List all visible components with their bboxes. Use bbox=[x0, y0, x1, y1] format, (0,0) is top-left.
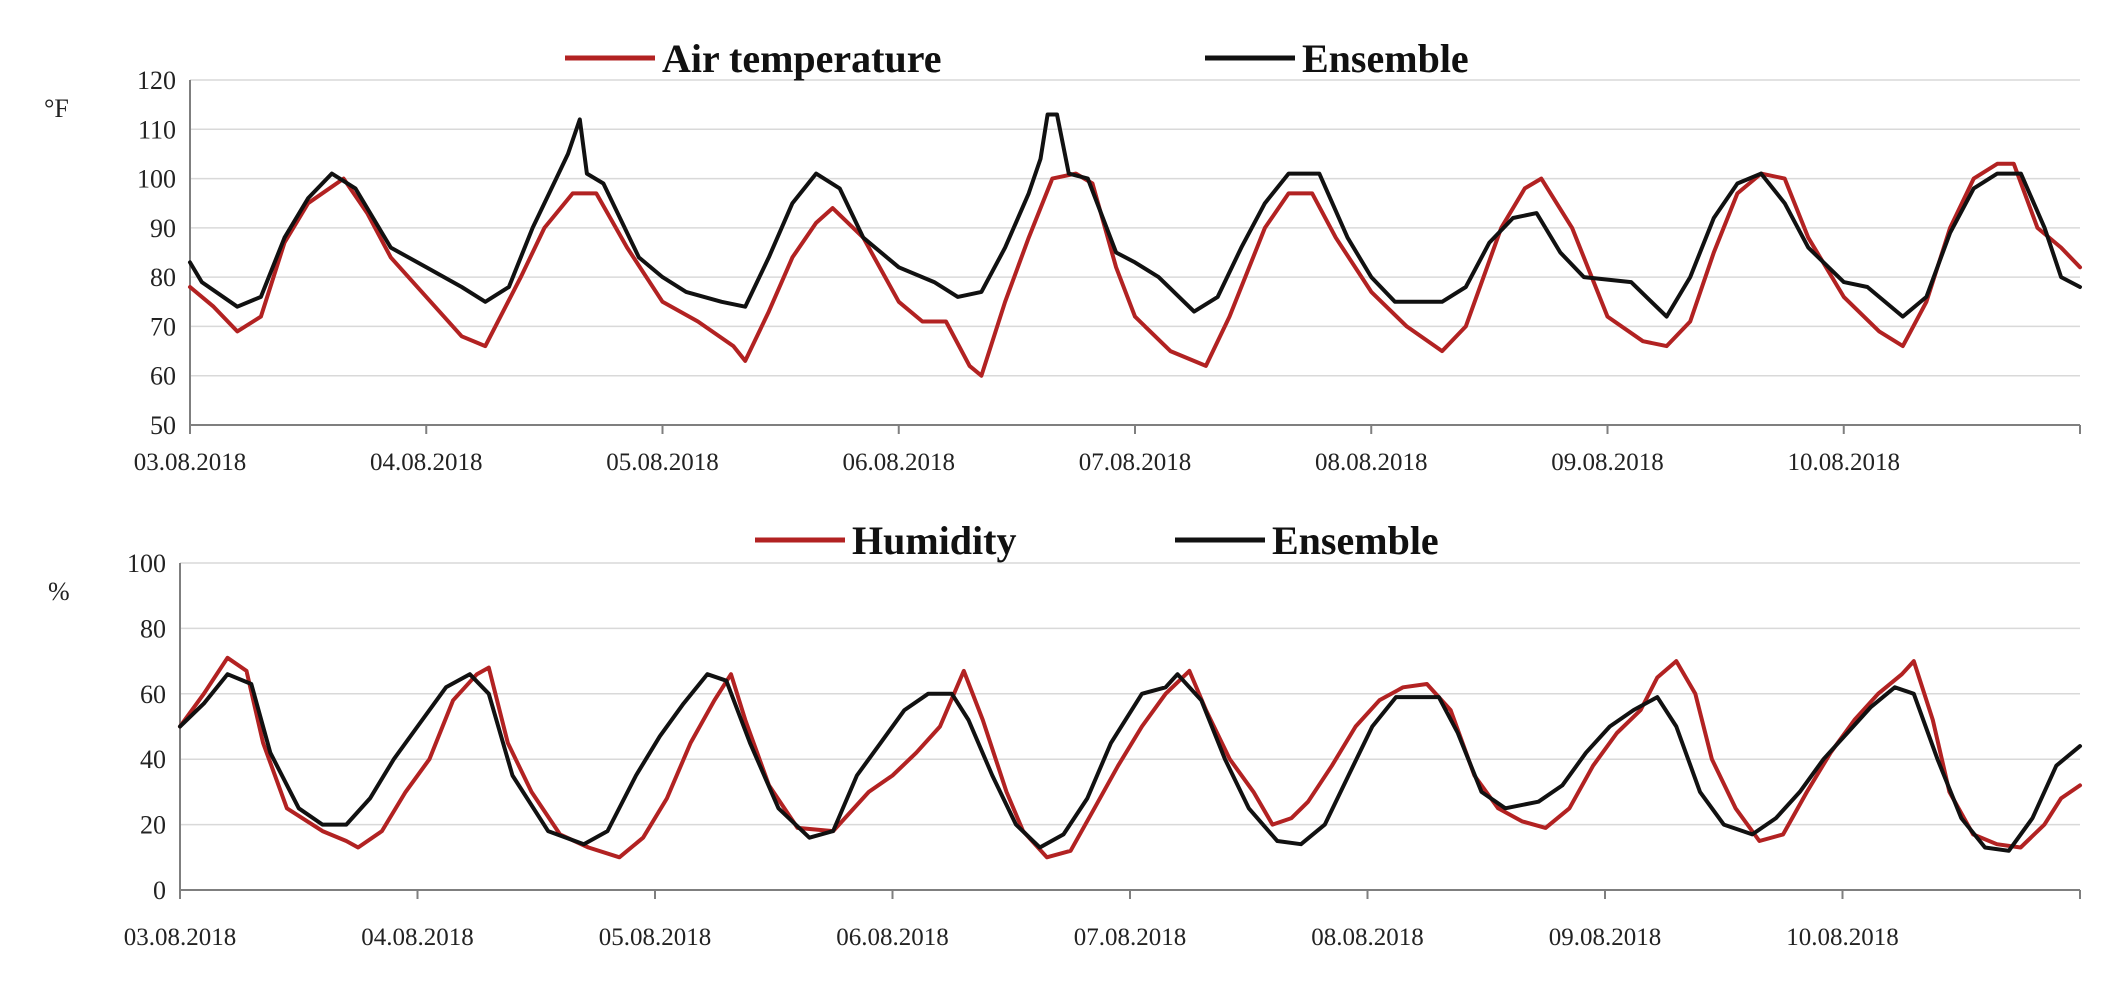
temperature-y-unit: °F bbox=[44, 94, 69, 123]
y-tick-label: 60 bbox=[140, 680, 166, 709]
y-tick-label: 100 bbox=[127, 549, 166, 578]
y-tick-label: 80 bbox=[150, 263, 176, 292]
y-tick-label: 0 bbox=[153, 876, 166, 905]
humidity-y-tick-labels: 0 20 40 60 80 100 bbox=[127, 549, 166, 905]
x-tick-label: 08.08.2018 bbox=[1311, 924, 1424, 951]
x-tick-label: 10.08.2018 bbox=[1786, 924, 1899, 951]
legend-label-air-temperature: Air temperature bbox=[662, 36, 942, 81]
x-tick-label: 04.08.2018 bbox=[370, 449, 483, 476]
series-line-ensemble bbox=[178, 672, 2082, 853]
y-tick-label: 20 bbox=[140, 811, 166, 840]
x-tick-label: 03.08.2018 bbox=[134, 449, 247, 476]
x-tick-label: 07.08.2018 bbox=[1074, 924, 1187, 951]
y-tick-label: 50 bbox=[150, 411, 176, 440]
legend-label-humidity: Humidity bbox=[852, 518, 1016, 563]
series-line-air-temperature bbox=[188, 161, 2082, 378]
x-tick-label: 09.08.2018 bbox=[1551, 449, 1664, 476]
y-tick-label: 60 bbox=[150, 362, 176, 391]
x-tick-label: 09.08.2018 bbox=[1549, 924, 1662, 951]
humidity-x-ticks bbox=[179, 890, 2081, 899]
humidity-series-group bbox=[178, 655, 2082, 860]
x-tick-label: 06.08.2018 bbox=[843, 449, 956, 476]
series-line-humidity bbox=[178, 655, 2082, 860]
x-tick-label: 06.08.2018 bbox=[836, 924, 949, 951]
y-tick-label: 120 bbox=[137, 66, 176, 95]
temperature-legend: Air temperature Ensemble bbox=[565, 36, 1469, 81]
temperature-gridlines bbox=[190, 79, 2080, 377]
y-tick-label: 100 bbox=[137, 165, 176, 194]
y-tick-label: 90 bbox=[150, 214, 176, 243]
y-tick-label: 70 bbox=[150, 312, 176, 341]
x-tick-label: 07.08.2018 bbox=[1079, 449, 1192, 476]
temperature-panel: 50 60 70 80 90 100 110 120 °F 03.08.2018 04.08.2… bbox=[44, 36, 2082, 476]
x-tick-label: 05.08.2018 bbox=[606, 449, 719, 476]
x-tick-label: 08.08.2018 bbox=[1315, 449, 1428, 476]
x-tick-label: 05.08.2018 bbox=[599, 924, 712, 951]
temperature-x-ticks bbox=[189, 425, 2081, 434]
legend-label-ensemble-temp: Ensemble bbox=[1302, 36, 1469, 81]
y-tick-label: 80 bbox=[140, 614, 166, 643]
legend-label-ensemble-humidity: Ensemble bbox=[1272, 518, 1439, 563]
humidity-y-unit: % bbox=[48, 577, 70, 606]
x-tick-label: 04.08.2018 bbox=[361, 924, 474, 951]
humidity-panel: 0 20 40 60 80 100 % 03.08.2018 04.08.2018 05.08… bbox=[48, 518, 2082, 951]
series-line-ensemble bbox=[188, 112, 2082, 319]
y-tick-label: 110 bbox=[138, 115, 176, 144]
humidity-gridlines bbox=[180, 562, 2080, 826]
humidity-x-tick-labels: 03.08.2018 04.08.2018 05.08.2018 06.08.2018… bbox=[124, 924, 1899, 951]
x-tick-label: 10.08.2018 bbox=[1788, 449, 1901, 476]
temperature-series-group bbox=[188, 112, 2082, 378]
temperature-x-tick-labels: 03.08.2018 04.08.2018 05.08.2018 06.08.2018… bbox=[134, 449, 1900, 476]
temperature-y-tick-labels: 50 60 70 80 90 100 110 120 bbox=[137, 66, 176, 440]
humidity-legend: Humidity Ensemble bbox=[755, 518, 1439, 563]
x-tick-label: 03.08.2018 bbox=[124, 924, 237, 951]
y-tick-label: 40 bbox=[140, 745, 166, 774]
